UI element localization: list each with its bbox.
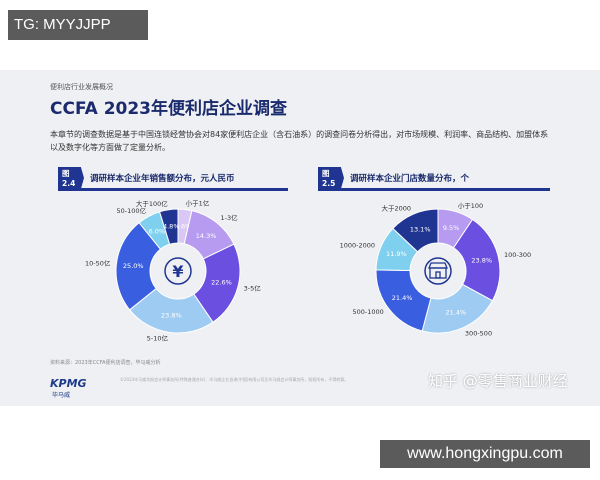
donut-slice: [128, 287, 214, 334]
slice-category-label: 100-300: [504, 251, 531, 259]
kpmg-logo: KPMG: [50, 377, 87, 390]
slice-percent-label: 4.8%: [163, 223, 180, 231]
slice-category-label: 300-500: [465, 329, 492, 337]
zhihu-watermark: 知乎 @零售商业财经: [428, 372, 568, 390]
slice-percent-label: 25.0%: [123, 262, 144, 270]
figure-number: 图2.4: [58, 167, 84, 189]
yen-icon: ¥: [172, 262, 183, 281]
slice-category-label: 大于100亿: [136, 199, 168, 208]
figure-underline: [318, 188, 550, 191]
slice-category-label: 50-100亿: [116, 206, 146, 215]
sales-donut-chart: 3.6% 小于1亿 14.3% 1-3亿 22.6% 3-5亿 23.8% 5-10亿 25.0…: [85, 198, 262, 342]
yen-icon-ring: [164, 257, 192, 285]
slice-percent-label: 14.3%: [196, 232, 217, 240]
slice-percent-label: 21.4%: [445, 308, 466, 316]
slice-percent-label: 23.8%: [471, 256, 492, 264]
slice-percent-label: 9.5%: [443, 224, 460, 232]
store-icon-ring: [424, 257, 452, 285]
figure-title: 调研样本企业门店数量分布，个: [350, 174, 470, 184]
intro-paragraph: 本章节的调查数据是基于中国连锁经营协会对84家便利店企业（含石油系）的调查问卷分…: [50, 130, 549, 152]
slice-category-label: 1-3亿: [220, 213, 238, 222]
slice-category-label: 1000-2000: [340, 241, 375, 249]
figure-number: 图2.5: [318, 167, 344, 189]
slice-percent-label: 13.1%: [410, 226, 431, 234]
donut-slice: [392, 208, 439, 253]
figure-title: 调研样本企业年销售额分布，元人民币: [90, 174, 235, 184]
slice-category-label: 小于1亿: [186, 198, 210, 207]
figure-underline: [58, 188, 288, 191]
footnote: ©2023毕马威华振会计师事务所(特殊普通合伙)、毕马威企业咨询(中国)有限公司…: [120, 377, 349, 382]
stores-donut-chart: 9.5% 小于100 23.8% 100-300 21.4% 300-500 21.4% 50…: [340, 201, 532, 338]
slice-category-label: 10-50亿: [85, 259, 111, 268]
url-watermark: www.hongxingpu.com: [380, 440, 590, 468]
slice-percent-label: 21.4%: [392, 294, 413, 302]
slice-category-label: 500-1000: [352, 308, 383, 316]
slice-percent-label: 11.9%: [386, 250, 407, 258]
slice-percent-label: 6.0%: [149, 227, 166, 235]
source-note: 资料来源：2023年CCFA便利店调查，毕马威分析: [50, 360, 161, 366]
slice-category-label: 3-5亿: [244, 284, 262, 293]
slice-category-label: 小于100: [458, 201, 483, 210]
breadcrumb: 便利店行业发展概况: [50, 83, 113, 91]
kpmg-logo-subtitle: 毕马威: [52, 392, 71, 399]
donut-slice: [115, 222, 162, 311]
store-icon: [428, 262, 448, 279]
figure-header-stores: 图2.5 调研样本企业门店数量分布，个: [318, 167, 470, 189]
page-title: CCFA 2023年便利店企业调查: [50, 99, 288, 119]
slice-percent-label: 22.6%: [211, 279, 232, 287]
slice-percent-label: 23.8%: [161, 312, 182, 320]
tg-watermark-label: TG: MYYJJPP: [8, 10, 148, 40]
slice-category-label: 大于2000: [382, 204, 412, 213]
figure-header-sales: 图2.4 调研样本企业年销售额分布，元人民币: [58, 167, 235, 189]
report-slide: 便利店行业发展概况 CCFA 2023年便利店企业调查 本章节的调查数据是基于中…: [0, 70, 600, 406]
donut-slice: [158, 208, 179, 245]
slice-percent-label: 3.6%: [175, 222, 192, 230]
slice-category-label: 5-10亿: [147, 333, 169, 342]
